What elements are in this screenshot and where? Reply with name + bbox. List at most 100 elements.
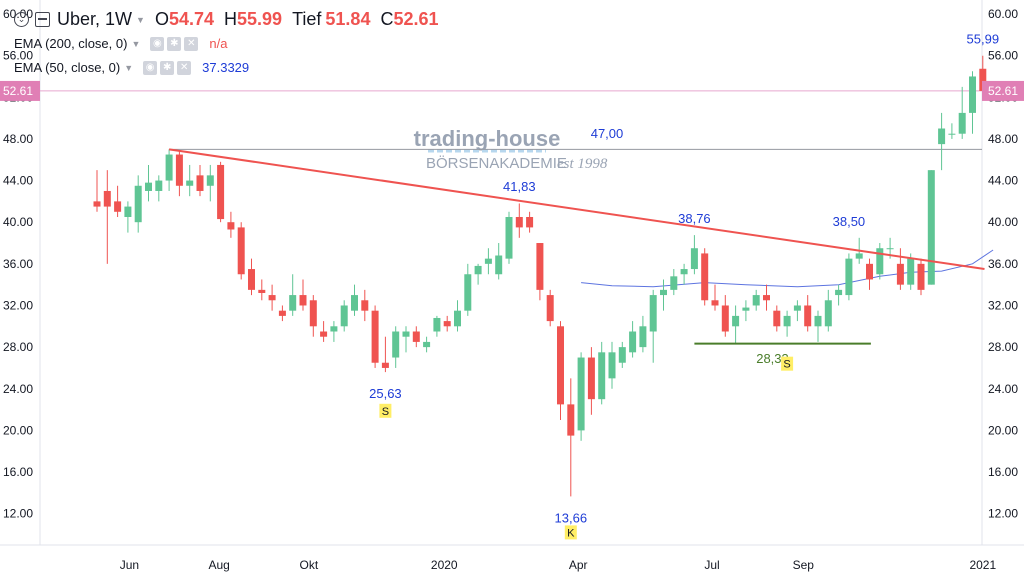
candle-body [752, 295, 760, 306]
candle [248, 258, 255, 296]
candle [299, 279, 307, 311]
candle-body [793, 305, 801, 311]
candle-body [196, 175, 204, 191]
candle-body [423, 341, 431, 348]
symbol-legend: ⌄ Uber, 1W ▼ O 54.74 H 55.99 Tief 51.84 … [14, 9, 439, 30]
ema200-value: n/a [209, 36, 228, 51]
candle [639, 315, 647, 353]
y-tick-label-left: 28.00 [3, 340, 33, 354]
dropdown-caret-icon[interactable]: ▼ [124, 62, 134, 73]
candle-body [536, 243, 544, 290]
marker-badge [564, 525, 577, 540]
candle [629, 321, 637, 358]
eye-icon[interactable]: ◉ [143, 60, 158, 75]
candle-body [93, 201, 101, 207]
dropdown-caret-icon[interactable]: ▼ [136, 14, 145, 25]
eye-icon[interactable]: ◉ [150, 36, 165, 51]
candle [103, 170, 111, 264]
candle [793, 300, 801, 322]
candle-body [443, 321, 451, 327]
y-tick-label-left: 32.00 [3, 298, 33, 312]
candle [546, 289, 554, 327]
candle [381, 336, 389, 373]
candle-body [227, 222, 235, 230]
candle [237, 222, 245, 280]
y-tick-label-right: 48.00 [988, 132, 1018, 146]
candle [958, 86, 966, 139]
candle-body [783, 315, 791, 327]
candle-body [278, 310, 286, 316]
price-annotation: 13,66 [555, 510, 588, 525]
x-tick-label: Okt [300, 558, 319, 572]
candle-body [680, 269, 688, 275]
last-price-tag-label-left: 52.61 [3, 84, 33, 98]
candle [268, 284, 276, 311]
watermark-est: est 1998 [557, 156, 608, 172]
dropdown-caret-icon[interactable]: ▼ [131, 38, 141, 49]
candle-body [711, 300, 719, 306]
candle [93, 170, 101, 212]
open-value: 54.74 [168, 9, 215, 29]
candle [526, 211, 534, 233]
ema50-value: 37.3329 [202, 60, 250, 75]
candle [505, 211, 513, 264]
candle [896, 248, 904, 290]
candle-body [505, 216, 513, 259]
candle-body [763, 295, 770, 301]
candle [783, 310, 791, 337]
ema50-line [581, 249, 994, 288]
y-tick-label-right: 20.00 [988, 423, 1018, 437]
symbol-name[interactable]: Uber, 1W [57, 9, 133, 29]
candle-body [732, 315, 740, 327]
candle-body [361, 300, 369, 311]
close-icon[interactable]: ✕ [184, 36, 199, 51]
candle-body [577, 357, 585, 431]
candle-body [598, 352, 606, 400]
y-tick-label-left: 40.00 [3, 215, 33, 229]
candle [670, 269, 678, 296]
ema200-label[interactable]: EMA (200, close, 0) [14, 36, 128, 51]
candle-body [546, 295, 554, 322]
candle [227, 211, 235, 238]
candle [742, 300, 750, 322]
collapse-icon[interactable] [35, 12, 50, 27]
candle [866, 258, 873, 290]
close-icon[interactable]: ✕ [177, 60, 192, 75]
candle-body [814, 315, 822, 327]
x-tick-label: Apr [569, 558, 588, 572]
candle-body [381, 362, 389, 368]
low-value: 51.84 [325, 9, 371, 29]
candle-body [742, 307, 750, 311]
price-annotation: 25,63 [369, 386, 402, 401]
high-value: 55.99 [237, 9, 283, 29]
candle-body [907, 258, 915, 285]
last-price-tag-left [0, 80, 40, 101]
candle-body [299, 295, 307, 306]
candle-body [866, 263, 873, 280]
candle [618, 341, 626, 368]
candle [484, 248, 492, 275]
y-tick-label-left: 36.00 [3, 257, 33, 271]
gear-icon[interactable]: ✱ [167, 36, 182, 51]
ema50-label[interactable]: EMA (50, close, 0) [14, 60, 121, 75]
price-annotation: 55,99 [967, 32, 1000, 47]
candle-body [608, 352, 616, 379]
chevron-down-icon[interactable]: ⌄ [14, 12, 29, 27]
candle-body [660, 289, 667, 296]
candle [134, 175, 142, 233]
candle-body [134, 185, 142, 223]
marker-label: S [382, 406, 389, 418]
candle-body [824, 300, 832, 327]
ema50-legend: EMA (50, close, 0) ▼ ◉ ✱ ✕ 37.3329 [14, 60, 249, 75]
candle-body [186, 180, 194, 186]
candle [196, 164, 204, 197]
candle-body [206, 175, 214, 186]
candle [186, 164, 194, 197]
candle-body [124, 206, 132, 217]
candle [752, 289, 760, 311]
gear-icon[interactable]: ✱ [160, 60, 175, 75]
candle [454, 300, 461, 332]
candle-body [587, 357, 595, 400]
candle [351, 284, 358, 316]
